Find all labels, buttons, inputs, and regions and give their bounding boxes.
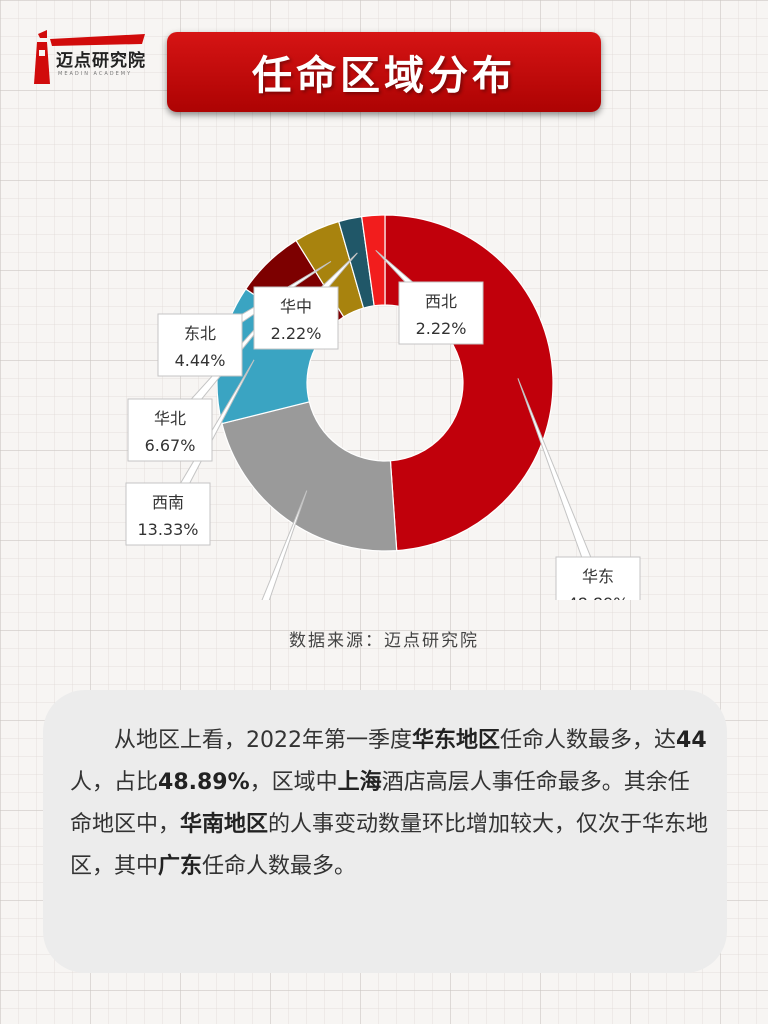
- summary-highlight: 48.89%: [158, 770, 250, 795]
- value-label: 6.67%: [145, 436, 196, 455]
- value-label: 2.22%: [271, 324, 322, 343]
- callout-box-7: [398, 281, 484, 345]
- callout-box-3: [125, 482, 211, 546]
- callout-pointer-2: [261, 490, 308, 600]
- summary-text: 的人事变动数量环比增加较大，仅次于华东地区，其中: [70, 812, 709, 879]
- brand-name: 迈点研究院: [56, 51, 146, 71]
- callout-box-5: [157, 313, 243, 377]
- value-label: 2.22%: [416, 319, 467, 338]
- category-label: 东北: [184, 324, 216, 343]
- page-title: 任命区域分布: [252, 53, 516, 99]
- summary-highlight: 44: [676, 728, 707, 753]
- donut-chart: 华东48.89%华南22.23%西南13.33%华北6.67%东北4.44%华中…: [125, 214, 641, 600]
- summary-text: 任命人数最多，达: [500, 728, 677, 753]
- chart-callouts: 华东48.89%华南22.23%西南13.33%华北6.67%东北4.44%华中…: [125, 281, 641, 600]
- value-label: 13.33%: [137, 520, 198, 539]
- callout-box-6: [253, 286, 339, 350]
- data-source: 数据来源：迈点研究院: [289, 631, 479, 651]
- summary-text: ，区域中: [249, 770, 338, 795]
- summary-paragraph: 从地区上看，2022年第一季度华东地区任命人数最多，达44 人，占比48.89%，…: [70, 720, 710, 888]
- donut-slice-1: [384, 214, 554, 552]
- summary-highlight: 华东地区: [412, 728, 501, 753]
- category-label: 华北: [154, 409, 186, 428]
- logo-lighthouse-icon: [34, 30, 145, 84]
- value-label: 48.89%: [567, 594, 628, 600]
- callout-box-4: [127, 398, 213, 462]
- title-banner: 任命区域分布: [167, 32, 601, 112]
- summary-text: 人，占比: [70, 770, 159, 795]
- summary-text: 任命人数最多。: [202, 854, 357, 879]
- callout-box-1: [555, 556, 641, 600]
- summary-text: 酒店高层人事任命最多。其余任命地区中，: [70, 770, 690, 837]
- category-label: 西南: [152, 493, 184, 512]
- donut-slice-7: [360, 214, 386, 307]
- category-label: 华东: [582, 567, 614, 586]
- chart-slices: [216, 214, 554, 552]
- category-label: 西北: [425, 292, 457, 311]
- summary-highlight: 上海: [337, 770, 382, 795]
- value-label: 4.44%: [175, 351, 226, 370]
- category-label: 华中: [280, 297, 312, 316]
- summary-box: [43, 690, 727, 973]
- brand-subtitle: MEADIN ACADEMY: [58, 71, 133, 77]
- summary-highlight: 广东: [158, 854, 203, 879]
- summary-text: 从地区上看，2022年第一季度: [114, 728, 412, 753]
- donut-slice-2: [221, 401, 398, 552]
- summary-highlight: 华南地区: [180, 812, 269, 837]
